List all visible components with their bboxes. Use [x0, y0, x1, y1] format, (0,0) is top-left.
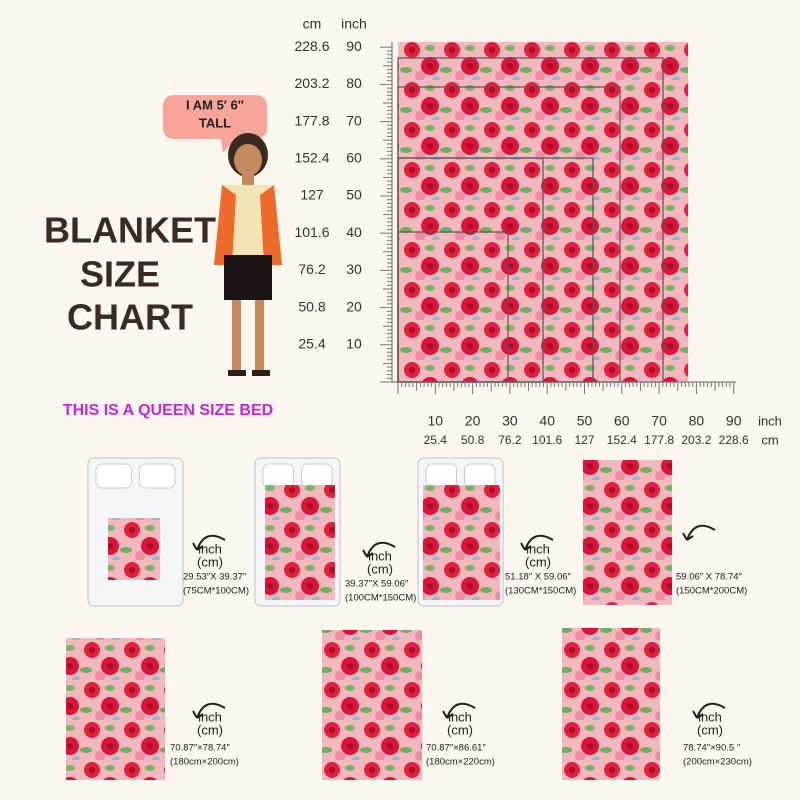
unit-inch: inch [698, 709, 722, 724]
cm-label: 152.4 [607, 433, 637, 447]
bubble-text: I AM 5′ 6″ [186, 97, 244, 112]
size-cm: (200cm×230cm) [683, 757, 752, 768]
unit-cm: (cm) [525, 554, 551, 569]
blanket [322, 630, 422, 780]
subtitle: THIS IS A QUEEN SIZE BED [63, 402, 273, 419]
unit-header: cm [303, 16, 322, 32]
arrow [692, 702, 726, 719]
inch-label: 80 [689, 413, 705, 429]
inch-label: 90 [726, 413, 742, 429]
inch-label: 20 [465, 413, 481, 429]
size-cm: (75CM*100CM) [183, 586, 249, 597]
inch-label: 60 [614, 413, 630, 429]
inch-label: 60 [346, 150, 362, 166]
size-inch: 29.53″X 39.37″ [183, 572, 247, 583]
inch-label: 90 [346, 38, 362, 54]
pillow [262, 463, 294, 489]
unit-inch: inch [448, 709, 472, 724]
arrow [682, 524, 716, 541]
cm-label: 76.2 [298, 261, 325, 277]
unit-label: inch [758, 413, 782, 428]
inch-label: 10 [346, 336, 362, 352]
arrow [192, 702, 226, 719]
blanket [66, 638, 165, 780]
size-inch: 70.87″×86.61″ [426, 743, 486, 754]
unit-inch: inch [198, 541, 222, 556]
size-cm: (130CM*150CM) [505, 586, 576, 597]
person [214, 133, 282, 376]
inch-label: 30 [346, 261, 362, 277]
inch-label: 30 [502, 413, 518, 429]
inch-label: 50 [577, 413, 593, 429]
cm-label: 203.2 [294, 75, 329, 91]
arrow [520, 534, 554, 551]
unit-inch: inch [368, 548, 392, 563]
cm-label: 101.6 [294, 224, 329, 240]
title: SIZE [80, 254, 160, 295]
cm-label: 228.6 [719, 433, 749, 447]
blanket [423, 485, 500, 600]
cm-label: 127 [574, 433, 594, 447]
pillow [301, 463, 333, 489]
cm-label: 228.6 [294, 38, 329, 54]
blanket [562, 628, 660, 780]
blanket [265, 485, 335, 600]
unit-inch: inch [526, 541, 550, 556]
cm-label: 152.4 [294, 150, 329, 166]
inch-label: 40 [346, 224, 362, 240]
unit-cm: (cm) [367, 561, 393, 576]
title: CHART [67, 297, 193, 338]
size-inch: 70.87″×78.74″ [170, 743, 230, 754]
cm-label: 25.4 [424, 433, 448, 447]
inch-label: 20 [346, 298, 362, 314]
cm-label: 25.4 [298, 336, 325, 352]
size-cm: (150CM*200CM) [676, 586, 747, 597]
cm-label: 177.8 [644, 433, 674, 447]
cm-label: 76.2 [498, 433, 522, 447]
unit-header: inch [341, 16, 367, 32]
cm-label: 127 [300, 187, 324, 203]
pillow [425, 463, 457, 489]
size-inch: 78.74″×90.5 ″ [683, 743, 741, 754]
inch-label: 70 [346, 112, 362, 128]
inch-label: 40 [539, 413, 555, 429]
size-inch: 39.37″X 59.06″ [345, 579, 409, 590]
pillow [95, 463, 132, 489]
unit-cm: (cm) [197, 722, 223, 737]
blanket [583, 460, 672, 605]
arrow [442, 702, 476, 719]
cm-label: 101.6 [532, 433, 562, 447]
unit-inch: inch [198, 709, 222, 724]
inch-label: 10 [428, 413, 444, 429]
pillow [464, 463, 496, 489]
cm-label: 50.8 [298, 298, 325, 314]
blanket [108, 518, 160, 580]
arrow [362, 541, 396, 558]
unit-cm: (cm) [447, 722, 473, 737]
inch-label: 50 [346, 187, 362, 203]
unit-cm: (cm) [697, 722, 723, 737]
bubble-text: TALL [199, 115, 231, 130]
unit-cm: (cm) [197, 554, 223, 569]
size-cm: (180cm×220cm) [426, 757, 495, 768]
arrow [192, 534, 226, 551]
inch-label: 80 [346, 75, 362, 91]
size-cm: (180cm×200cm) [170, 757, 239, 768]
unit-label: cm [761, 432, 778, 447]
pillow [139, 463, 176, 489]
size-inch: 51.18″ X 59.06″ [505, 572, 572, 583]
cm-label: 177.8 [294, 112, 329, 128]
inch-label: 70 [651, 413, 667, 429]
size-cm: (100CM*150CM) [345, 593, 416, 604]
title: BLANKET [44, 210, 216, 251]
cm-label: 203.2 [681, 433, 711, 447]
size-inch: 59.06″ X 78.74″ [676, 572, 743, 583]
cm-label: 50.8 [461, 433, 485, 447]
